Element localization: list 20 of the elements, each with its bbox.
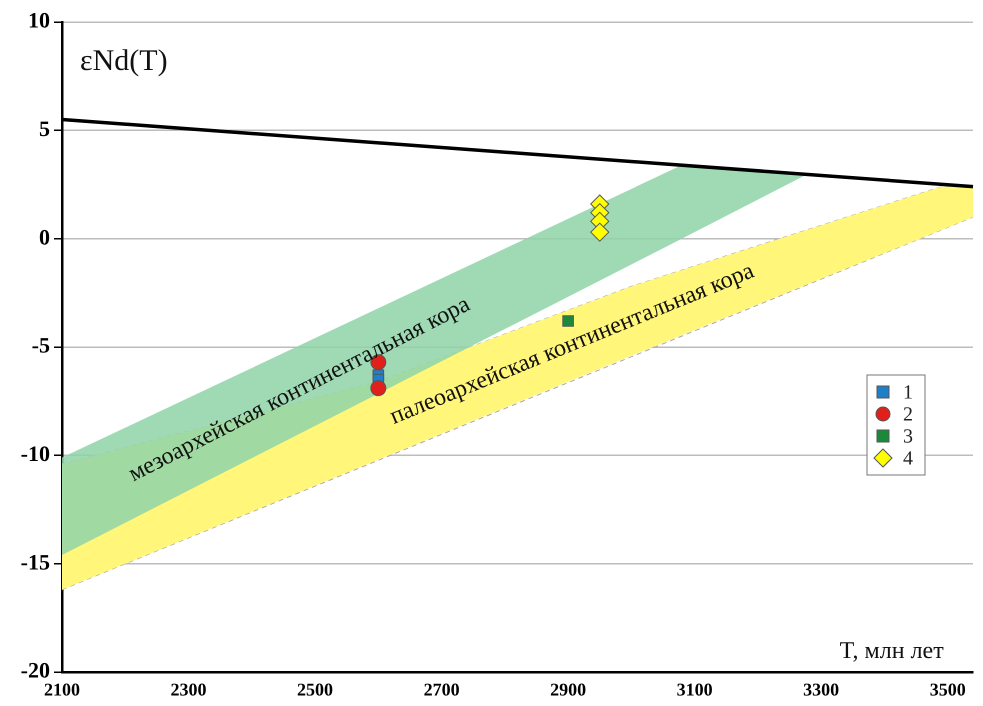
legend-label: 3 — [903, 425, 913, 448]
point — [590, 222, 610, 242]
x-tick-label: 2300 — [170, 679, 207, 700]
x-tick-label: 2500 — [297, 679, 334, 700]
legend-label: 2 — [903, 403, 913, 426]
x-tick-label: 3100 — [676, 679, 713, 700]
x-tick-label: 2900 — [550, 679, 586, 700]
y-tick-label: -10 — [20, 441, 50, 466]
y-tick-label: 0 — [39, 224, 50, 250]
legend-label: 1 — [903, 381, 913, 404]
y-tick-label: -5 — [32, 332, 50, 358]
x-axis-title: T, млн лет — [840, 638, 944, 664]
y-tick-label: 5 — [39, 116, 50, 142]
x-tick-label: 2700 — [424, 679, 460, 700]
x-tick-label: 3300 — [803, 679, 840, 700]
y-tick-label: 10 — [28, 8, 50, 33]
y-axis-title: εNd(T) — [80, 44, 168, 77]
y-tick-label: -15 — [20, 549, 50, 574]
legend-label: 4 — [903, 447, 913, 470]
x-tick-label: 3500 — [930, 679, 966, 700]
